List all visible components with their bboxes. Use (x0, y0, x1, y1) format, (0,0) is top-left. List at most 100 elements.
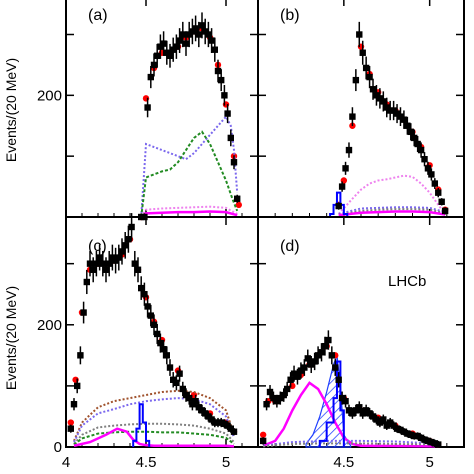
series-green (73, 430, 235, 446)
data-point (393, 424, 401, 433)
data-point (386, 417, 394, 428)
panel-tag: (b) (280, 7, 300, 24)
data-point (349, 407, 356, 419)
blue-histogram (132, 403, 151, 447)
data-point (230, 428, 238, 436)
x-tick-label: 4.5 (136, 454, 157, 471)
data-point (400, 110, 408, 129)
series-comb_blue (73, 397, 235, 443)
series-gray (73, 422, 235, 445)
data-point (141, 282, 148, 306)
data-point (77, 346, 84, 365)
data-point (411, 432, 418, 440)
data-point (352, 69, 360, 92)
data-point (411, 129, 418, 147)
data-point (277, 391, 284, 405)
data-point (407, 431, 414, 439)
blue-histogram (318, 360, 345, 447)
data-point (414, 432, 421, 440)
y-tick-label: 0 (54, 439, 62, 456)
data-point (424, 437, 432, 445)
data-point (144, 97, 151, 118)
data-point (352, 404, 360, 417)
data-point (383, 97, 390, 118)
data-point (338, 391, 346, 405)
data-point (280, 388, 287, 402)
data-point (441, 207, 449, 215)
data-point (435, 188, 442, 198)
panels-group: 200 (a) (b) 200 04 4.5 5 (c) 4.5 5 (d) (37, 0, 465, 471)
data-point (266, 385, 274, 399)
data-point (428, 168, 435, 181)
data-point (314, 346, 322, 365)
data-point (369, 411, 377, 422)
data-point (397, 107, 404, 127)
blue-histogram (329, 191, 349, 217)
series-magenta (140, 210, 238, 218)
series-comb_blue (140, 114, 239, 218)
data-point (376, 88, 384, 109)
data-point (163, 346, 170, 365)
y-axis-label-top: Events/(20 MeV) (3, 58, 19, 162)
data-point (173, 375, 180, 391)
data-point (338, 181, 346, 192)
data-point (400, 428, 408, 436)
series-comb_blue (338, 206, 446, 215)
data-point (176, 365, 183, 382)
data-point (407, 123, 414, 141)
data-point (390, 100, 397, 121)
data-point (321, 336, 329, 356)
data-point (417, 142, 425, 158)
data-point (424, 161, 432, 175)
data-point (211, 37, 218, 62)
data-point (373, 414, 380, 425)
data-point (221, 85, 228, 106)
data-point (431, 178, 439, 189)
data-point (386, 100, 394, 121)
series-violet (337, 174, 446, 215)
data-point (304, 349, 311, 368)
data-point (345, 142, 353, 158)
panel-frame (65, 0, 259, 218)
data-point (366, 66, 373, 89)
data-point (390, 421, 397, 430)
data-point (366, 407, 373, 419)
data-point (438, 198, 445, 206)
data-point (74, 378, 81, 394)
data-point (383, 421, 390, 430)
data-point (311, 352, 318, 371)
data-point (421, 436, 428, 444)
data-point (380, 414, 387, 425)
x-tick-label: 4 (62, 454, 70, 471)
data-point (234, 194, 241, 203)
data-point (263, 398, 270, 411)
panel-tag: (a) (88, 7, 108, 24)
data-point (224, 104, 231, 124)
data-point (404, 116, 411, 135)
series-magenta (338, 210, 446, 217)
data-point (421, 152, 428, 167)
y-tick-label: 200 (37, 317, 62, 334)
y-axis-label-bottom: Events/(20 MeV) (3, 286, 19, 390)
data-point (335, 372, 342, 388)
data-point (349, 107, 356, 127)
data-point (259, 437, 267, 445)
fit-point (235, 201, 242, 209)
x-tick-label: 4.5 (333, 454, 354, 471)
data-point (404, 429, 411, 438)
data-point (134, 257, 142, 283)
data-point (318, 343, 325, 362)
series-violet (140, 205, 238, 218)
series-comb_blue (263, 439, 439, 447)
data-point (83, 269, 90, 295)
series-gray (338, 208, 446, 216)
data-point (273, 394, 281, 408)
data-point (128, 213, 135, 241)
data-point (362, 404, 370, 417)
data-point (373, 85, 380, 106)
series-gray (263, 442, 439, 448)
panel-a: 200 (a) (37, 0, 259, 221)
y-tick-label: 200 (37, 87, 62, 104)
data-point (294, 368, 301, 385)
